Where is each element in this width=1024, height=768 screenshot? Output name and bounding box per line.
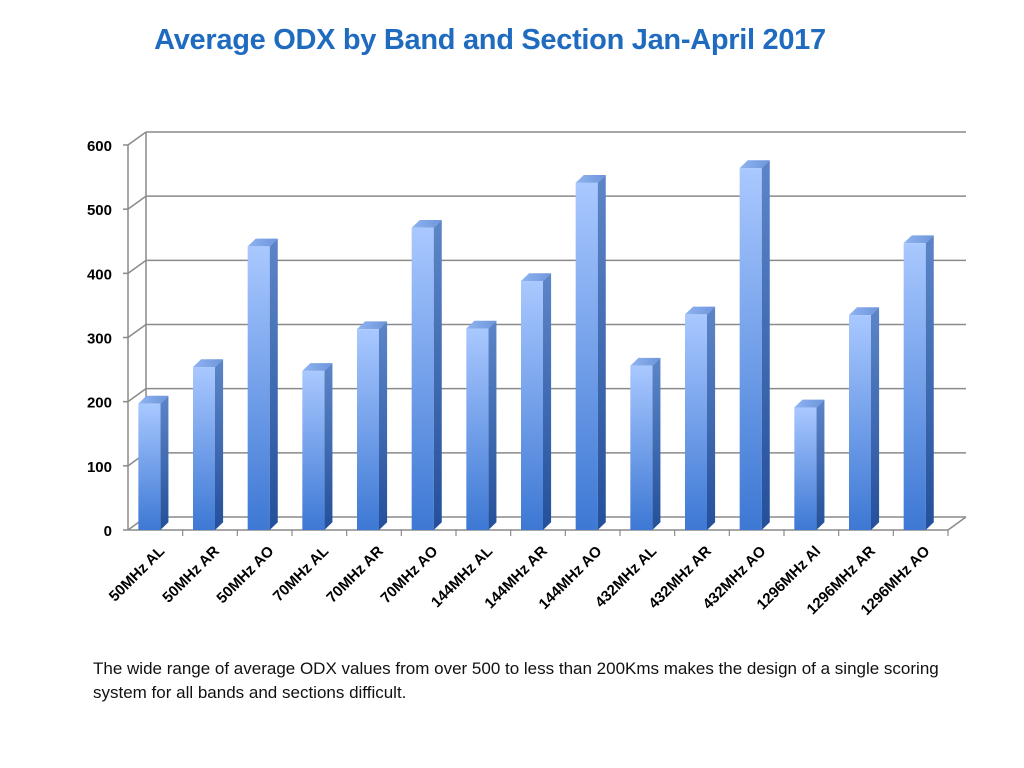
bar-side: [160, 395, 169, 530]
x-tick-label: 50MHz AL: [106, 543, 168, 605]
bar-side: [871, 307, 880, 530]
y-tick-label: 200: [87, 395, 112, 412]
bar-top: [302, 363, 333, 371]
gridlines: [127, 131, 966, 531]
bar: [466, 320, 497, 530]
bars: [138, 160, 934, 531]
y-tick-label: 400: [87, 266, 112, 283]
bar-top: [685, 306, 716, 315]
bar-top: [849, 307, 880, 316]
bar-top: [903, 235, 934, 244]
bar-top: [193, 359, 224, 368]
bar-side: [215, 359, 224, 530]
bar: [575, 175, 606, 530]
bar-front: [302, 370, 325, 530]
bar-side: [761, 160, 770, 531]
x-tick-label: 70MHz AL: [270, 543, 332, 605]
bar: [739, 160, 770, 531]
bar: [357, 321, 388, 530]
bar-side: [379, 321, 388, 530]
bar-front: [521, 281, 543, 530]
bar-front: [466, 328, 489, 530]
bar-side: [816, 399, 825, 530]
bar: [411, 219, 442, 530]
bar-top: [630, 357, 661, 366]
y-tick-label: 0: [104, 523, 112, 540]
bar-side: [269, 238, 278, 531]
bar-side: [925, 235, 934, 530]
bar-top: [466, 320, 497, 329]
bar: [685, 306, 716, 530]
bar-front: [138, 403, 161, 530]
bar: [903, 235, 934, 531]
y-tick-label: 100: [87, 459, 112, 476]
floor-edge: [947, 516, 967, 531]
bar: [794, 399, 825, 530]
bar: [630, 357, 661, 530]
y-tick-label: 600: [87, 138, 112, 155]
bar-side: [707, 306, 716, 530]
bar: [193, 359, 224, 530]
bar-top: [247, 238, 278, 247]
x-tick-label: 70MHz AR: [323, 543, 387, 607]
bar-front: [193, 367, 215, 530]
bar-top: [794, 399, 825, 408]
x-tick-label: 50MHz AR: [159, 543, 223, 607]
bar: [521, 273, 552, 530]
bar-front: [247, 246, 270, 530]
bar-top: [521, 273, 552, 282]
bar-side: [652, 357, 661, 530]
bar-top: [575, 175, 606, 183]
bar-top: [138, 395, 169, 404]
bar: [247, 238, 278, 531]
bar-front: [575, 182, 598, 530]
bar-front: [794, 407, 817, 530]
bar-front: [739, 168, 762, 530]
bar-side: [433, 219, 442, 530]
gridline-depth: [127, 131, 147, 146]
bar-front: [411, 227, 434, 530]
bar: [138, 395, 169, 530]
caption-text: The wide range of average ODX values fro…: [93, 659, 939, 702]
bar-front: [630, 365, 653, 530]
bar-front: [903, 243, 926, 531]
y-tick-label: 300: [87, 331, 112, 348]
gridline-depth: [127, 388, 147, 403]
bar: [302, 363, 333, 530]
bar-side: [597, 175, 606, 530]
bar-front: [849, 315, 871, 530]
bar-side: [488, 320, 497, 530]
bar-front: [685, 314, 707, 530]
bar-top: [739, 160, 770, 169]
bar-side: [324, 363, 333, 530]
bar: [849, 307, 880, 530]
x-tick-label: 50MHz AO: [213, 543, 277, 607]
bar-front: [357, 329, 379, 530]
chart-title: Average ODX by Band and Section Jan-Apri…: [154, 24, 826, 56]
y-tick-label: 500: [87, 202, 112, 219]
gridline-depth: [127, 323, 147, 339]
bar-top: [411, 219, 442, 228]
bar-side: [543, 273, 552, 530]
bar-top: [357, 321, 388, 330]
y-tick-labels: 0 100 200 300 400 500 600: [87, 138, 112, 540]
gridline-depth: [127, 259, 147, 274]
gridline-depth: [127, 195, 147, 210]
